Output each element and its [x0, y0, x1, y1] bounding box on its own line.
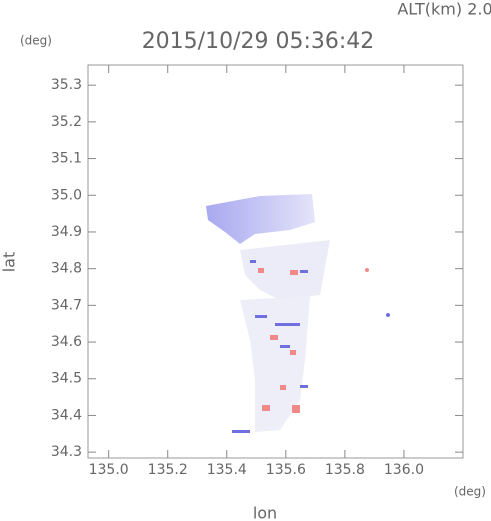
y-tick-label: 35.2	[51, 114, 82, 130]
y-tick-label: 35.0	[51, 187, 82, 203]
chart-title: 2015/10/29 05:36:42	[142, 29, 375, 54]
x-tick-label: 135.6	[266, 462, 306, 478]
y-tick-label: 34.4	[51, 407, 82, 423]
x-tick-label: 135.4	[207, 462, 247, 478]
y-tick-label: 34.7	[51, 297, 82, 313]
radar-field	[206, 194, 390, 433]
y-tick-label: 34.9	[51, 224, 82, 240]
x-tick-label: 136.0	[384, 462, 424, 478]
y-tick-label: 34.6	[51, 334, 82, 350]
x-tick-label: 135.8	[325, 462, 365, 478]
y-tick-label: 34.8	[51, 261, 82, 277]
y-tick-label: 35.1	[51, 151, 82, 167]
x-unit: (deg)	[454, 485, 486, 499]
x-tick-label: 135.2	[148, 462, 188, 478]
x-tick-label: 135.0	[89, 462, 129, 478]
y-label: lat	[0, 252, 19, 273]
y-tick-label: 34.5	[51, 371, 82, 387]
annotation: ALT(km) 2.0	[397, 0, 491, 19]
y-tick-label: 35.3	[51, 77, 82, 93]
y-unit: (deg)	[20, 34, 52, 48]
x-label: lon	[253, 504, 277, 521]
plot-frame	[87, 64, 464, 459]
y-tick-label: 34.3	[51, 444, 82, 460]
